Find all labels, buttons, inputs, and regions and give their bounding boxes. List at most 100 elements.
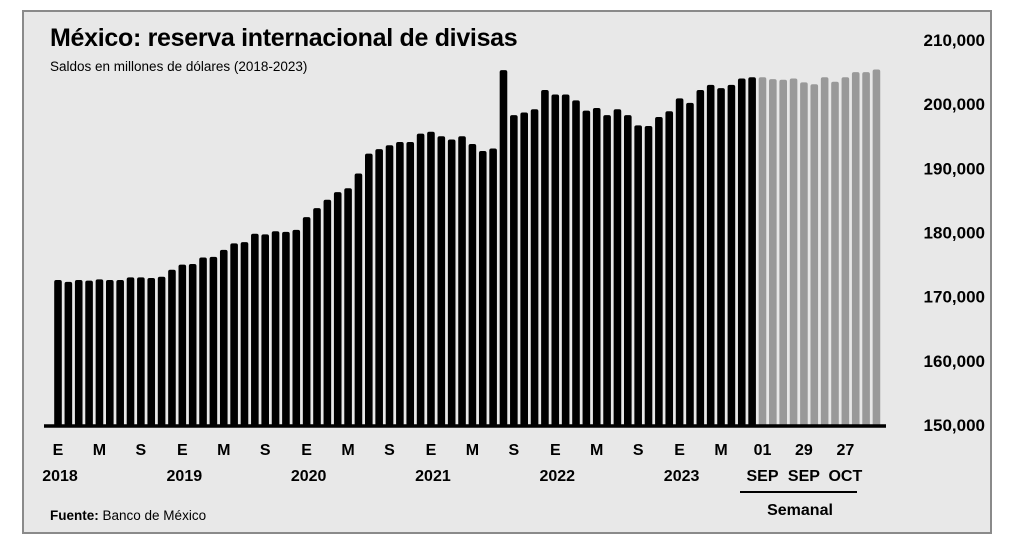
bar-monthly (209, 256, 218, 426)
bar-monthly (478, 151, 487, 426)
bar-monthly (706, 84, 715, 427)
bar-weekly (800, 82, 808, 426)
x-month-label: E (177, 442, 188, 459)
bar-monthly (354, 173, 363, 426)
bar-monthly (344, 188, 352, 426)
bar-monthly (541, 90, 549, 427)
bar-monthly (375, 149, 383, 427)
bar-monthly (385, 145, 394, 426)
bar-monthly (551, 94, 560, 427)
bar-weekly (831, 81, 839, 426)
x-month-label: S (136, 442, 147, 459)
bar-monthly (696, 90, 705, 427)
y-tick-label: 170,000 (924, 288, 985, 307)
bar-monthly (116, 279, 124, 426)
x-month-label: M (93, 442, 106, 459)
bar-monthly (365, 153, 373, 426)
bar-monthly (251, 233, 259, 426)
x-month-label: M (714, 442, 727, 459)
x-week-month-label: OCT (828, 468, 862, 485)
bar-monthly (64, 281, 73, 426)
x-week-month-label: SEP (788, 468, 820, 485)
bar-monthly (323, 199, 332, 426)
bar-monthly (406, 142, 415, 426)
bar-monthly (271, 231, 280, 426)
x-week-day-label: 29 (795, 442, 813, 459)
x-month-label: M (466, 442, 479, 459)
bar-monthly (137, 277, 145, 426)
y-tick-label: 190,000 (924, 159, 985, 178)
bar-monthly (85, 280, 93, 426)
x-month-label: S (384, 442, 395, 459)
bar-monthly (106, 279, 114, 426)
x-year-label: 2022 (539, 468, 575, 485)
x-month-label: S (633, 442, 644, 459)
bar-monthly (499, 70, 508, 427)
x-year-label: 2023 (664, 468, 700, 485)
bar-monthly (302, 217, 311, 426)
bar-monthly (282, 231, 290, 426)
bar-monthly (592, 108, 601, 427)
x-week-day-label: 27 (836, 442, 854, 459)
x-month-label: E (301, 442, 312, 459)
x-month-label: S (509, 442, 520, 459)
x-week-month-label: SEP (746, 468, 778, 485)
bar-monthly (416, 133, 425, 426)
x-week-day-label: 01 (754, 442, 772, 459)
bar-monthly (396, 142, 404, 426)
bar-monthly (74, 279, 83, 426)
y-tick-label: 160,000 (924, 352, 985, 371)
bar-monthly (634, 125, 642, 426)
bar-monthly (737, 78, 746, 426)
bar-monthly (313, 208, 321, 426)
bar-weekly (779, 79, 787, 427)
bar-monthly (188, 263, 197, 426)
y-tick-label: 210,000 (924, 31, 985, 50)
bar-monthly (168, 269, 176, 426)
bar-monthly (582, 110, 591, 426)
bar-weekly (810, 84, 819, 427)
bar-weekly (851, 72, 860, 426)
bar-monthly (292, 229, 301, 426)
bar-monthly (427, 131, 435, 426)
bar-monthly (727, 84, 736, 427)
y-tick-label: 150,000 (924, 416, 985, 435)
x-month-label: M (341, 442, 354, 459)
y-tick-label: 180,000 (924, 224, 985, 243)
bar-monthly (261, 234, 269, 426)
bar-monthly (624, 115, 632, 426)
bar-monthly (603, 115, 611, 426)
bar-monthly (54, 279, 62, 426)
bar-monthly (458, 136, 466, 426)
bar-weekly (872, 69, 881, 427)
bar-monthly (126, 277, 135, 426)
x-month-label: E (53, 442, 64, 459)
bar-monthly (219, 249, 228, 426)
bar-weekly (758, 77, 767, 426)
x-year-label: 2020 (291, 468, 327, 485)
bar-monthly (230, 243, 238, 426)
bar-monthly (333, 192, 342, 426)
bar-monthly (572, 100, 580, 427)
chart-title: México: reserva internacional de divisas (50, 24, 518, 52)
bar-monthly (665, 111, 674, 426)
chart-subtitle: Saldos en millones de dólares (2018-2023… (50, 59, 308, 74)
bar-monthly (468, 143, 477, 426)
bar-monthly (147, 278, 156, 426)
bar-monthly (644, 125, 653, 426)
source-text: Banco de México (102, 508, 207, 523)
bar-monthly (489, 148, 497, 427)
x-year-label: 2021 (415, 468, 451, 485)
bar-weekly (841, 77, 850, 426)
bar-monthly (748, 77, 756, 426)
bar-weekly (789, 78, 798, 426)
bar-monthly (437, 136, 446, 426)
x-month-label: E (426, 442, 437, 459)
x-month-label: E (674, 442, 685, 459)
x-month-label: M (590, 442, 603, 459)
bar-monthly (655, 117, 663, 426)
bar-monthly (675, 98, 684, 427)
x-year-label: 2018 (42, 468, 78, 485)
bar-monthly (178, 264, 187, 426)
